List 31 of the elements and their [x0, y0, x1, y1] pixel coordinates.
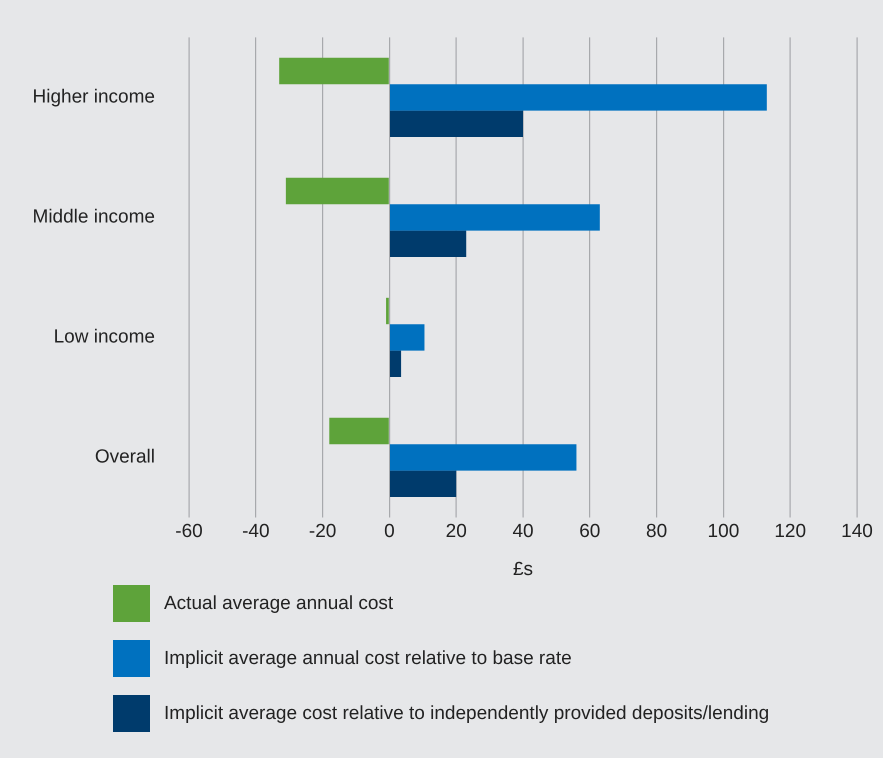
bar: [390, 110, 523, 137]
bar: [386, 298, 389, 324]
bar: [286, 178, 389, 204]
legend-label: Actual average annual cost: [164, 592, 394, 614]
bar: [390, 204, 600, 231]
bar: [390, 84, 767, 111]
bar: [390, 350, 402, 377]
x-tick-label: 80: [646, 521, 668, 542]
x-tick-label: 100: [708, 521, 740, 542]
x-tick-label: 0: [384, 521, 395, 542]
x-tick-label: -40: [242, 521, 270, 542]
y-tick-label: Higher income: [32, 86, 155, 108]
x-tick-label: 60: [579, 521, 600, 542]
y-tick-label: Middle income: [32, 206, 155, 228]
bar: [390, 324, 424, 351]
bar: [390, 230, 466, 257]
legend-label: Implicit average annual cost relative to base rate: [164, 648, 572, 670]
legend-label: Implicit average cost relative to independently provided deposits/lending: [164, 702, 770, 724]
x-tick-label: 20: [446, 521, 467, 542]
bar: [390, 470, 456, 497]
y-tick-label: Low income: [54, 326, 155, 348]
x-tick-label: -20: [308, 521, 336, 542]
x-tick-label: 40: [512, 521, 534, 542]
x-tick-label: -60: [175, 521, 203, 542]
x-axis-title: £s: [512, 558, 534, 580]
y-tick-label: Overall: [94, 446, 155, 468]
bar: [329, 418, 389, 444]
x-tick-label: 140: [841, 521, 873, 542]
bar: [390, 444, 576, 471]
bar: [279, 58, 389, 84]
x-tick-label: 120: [774, 521, 806, 542]
